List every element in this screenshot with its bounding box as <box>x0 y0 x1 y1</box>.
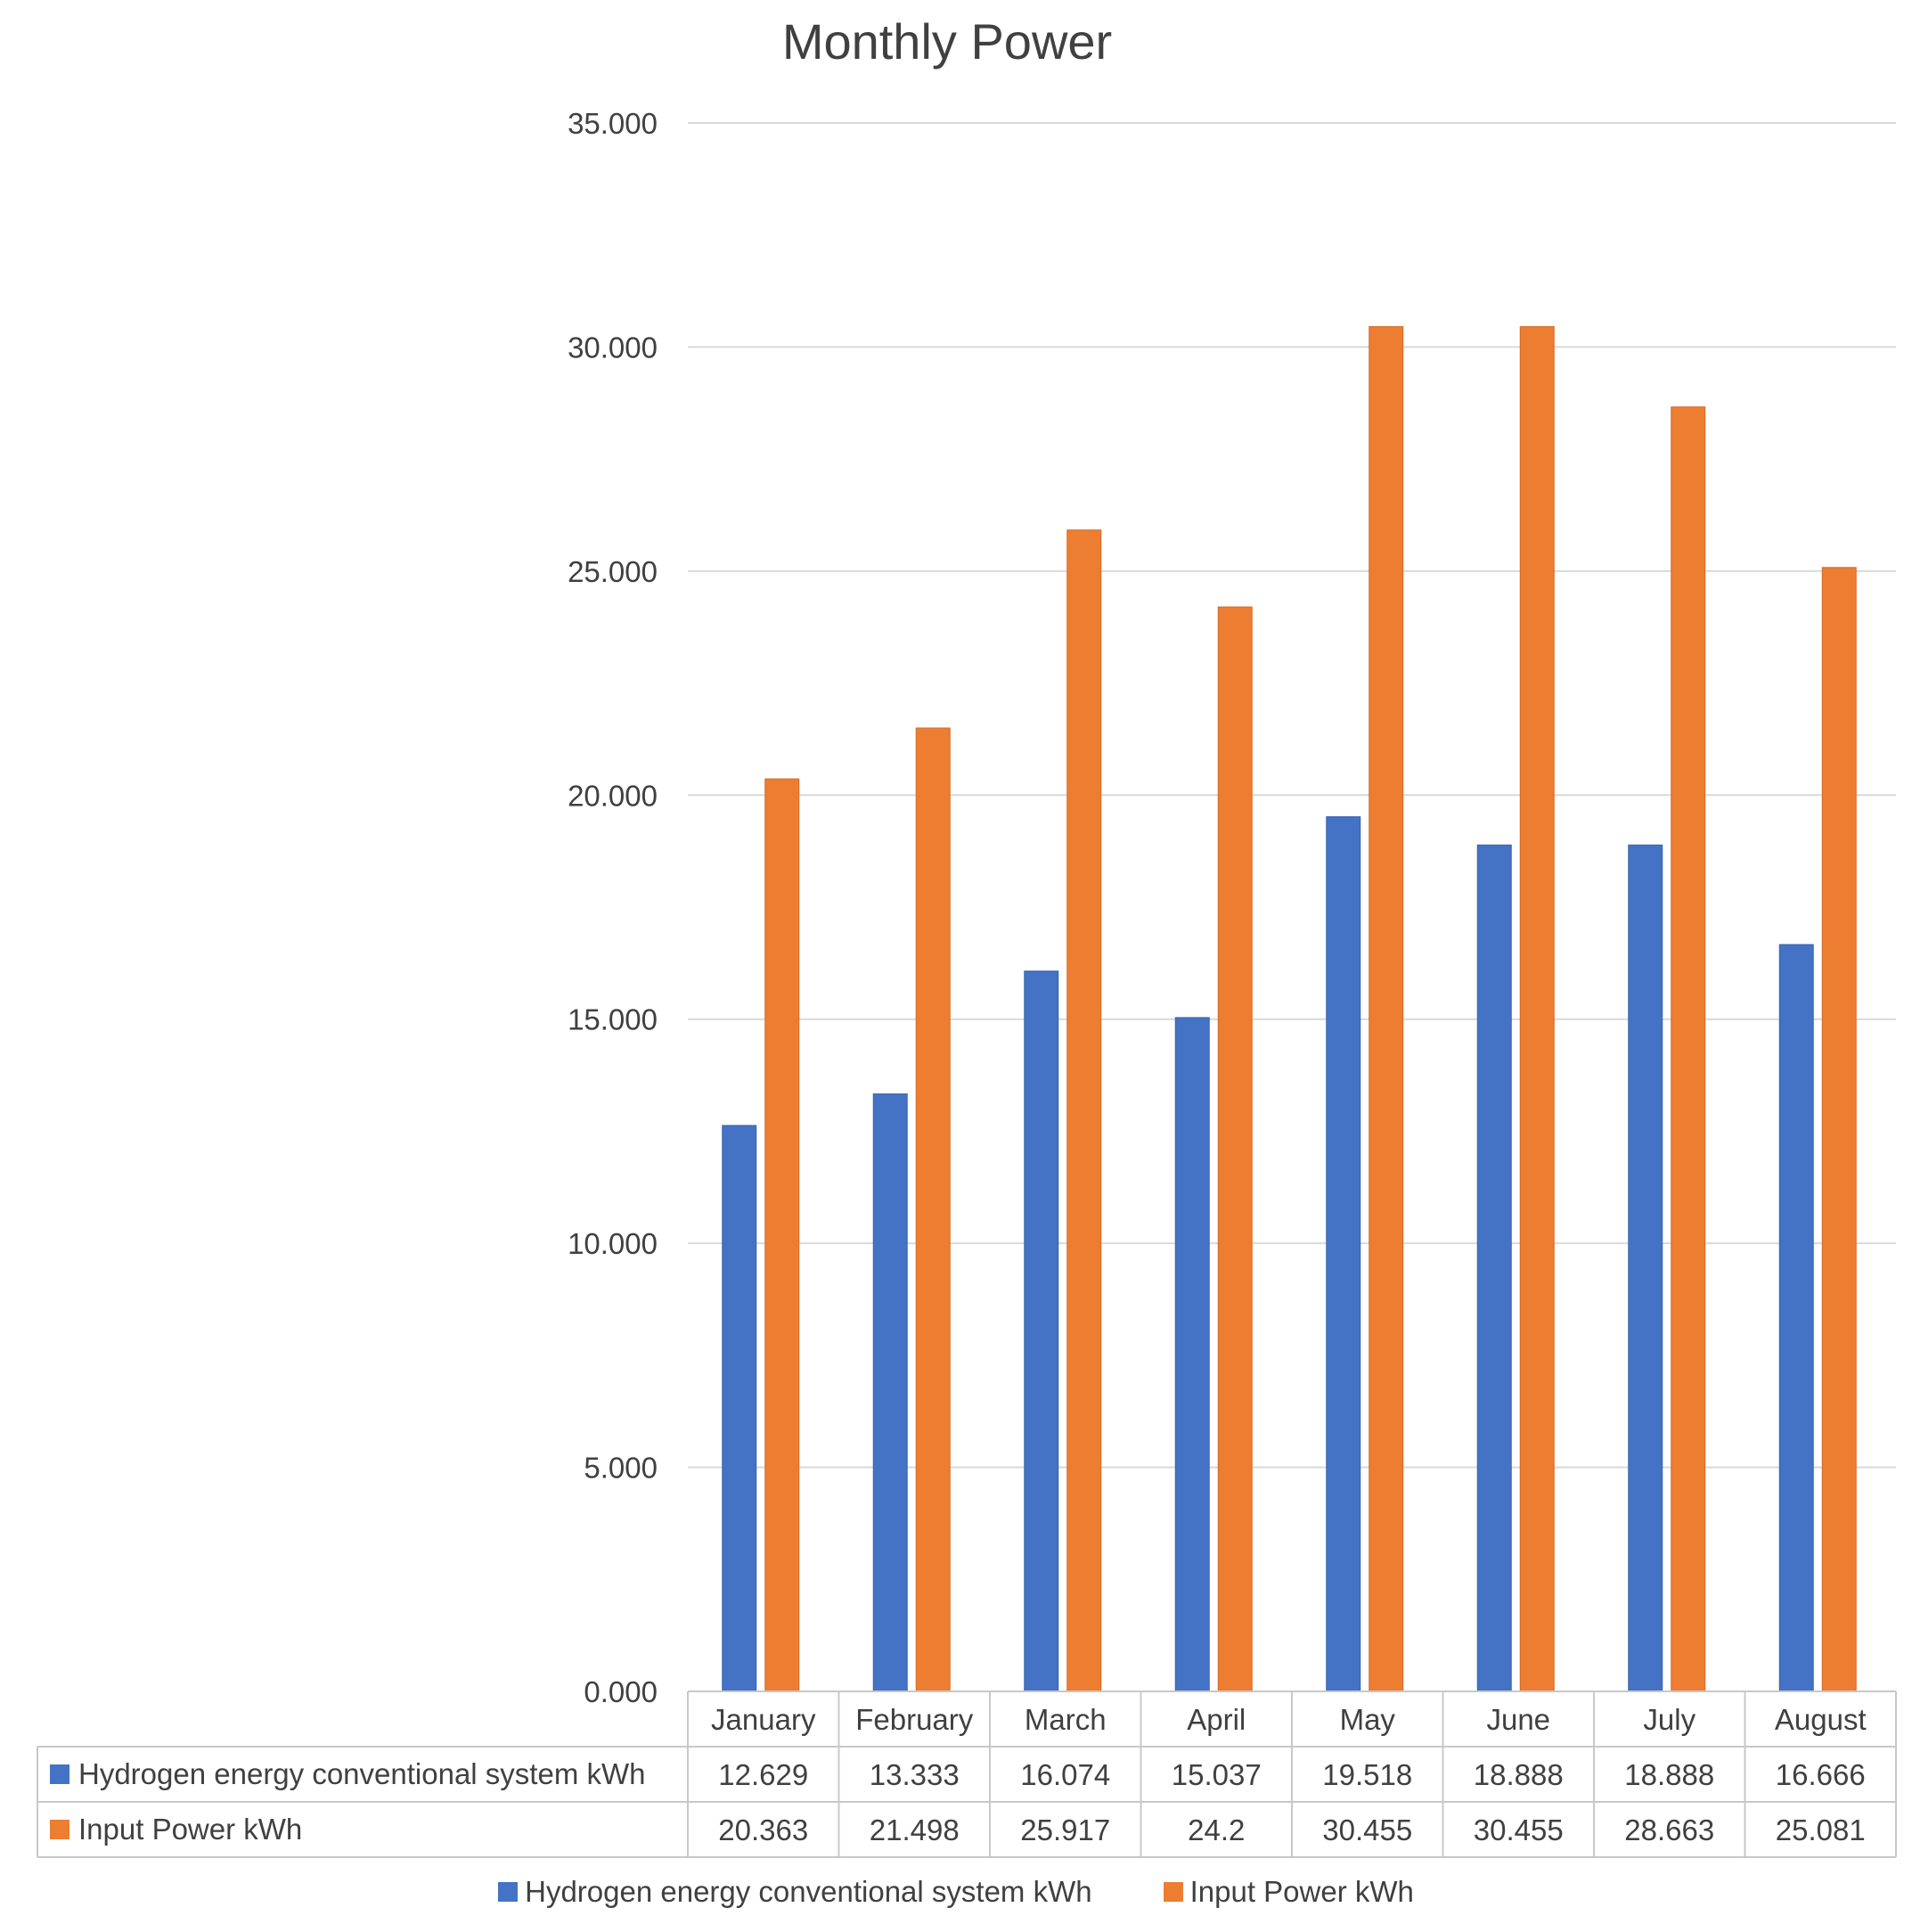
x-category-label: June <box>1486 1703 1550 1736</box>
bar <box>1217 606 1253 1692</box>
chart-legend: Hydrogen energy conventional system kWh … <box>0 1875 1912 1909</box>
x-category-label: January <box>711 1703 816 1736</box>
y-tick-label: 0.000 <box>584 1675 658 1708</box>
table-cell-value: 12.629 <box>718 1758 808 1791</box>
table-row-label: Input Power kWh <box>78 1813 302 1846</box>
y-tick-label: 20.000 <box>568 779 658 812</box>
bar <box>722 1125 757 1692</box>
table-legend-key <box>50 1820 69 1839</box>
bar <box>1778 944 1814 1692</box>
legend-item-hydrogen: Hydrogen energy conventional system kWh <box>498 1875 1092 1909</box>
y-tick-label: 30.000 <box>568 331 658 364</box>
x-category-label: May <box>1340 1703 1396 1736</box>
table-cell-value: 18.888 <box>1624 1758 1714 1791</box>
bar <box>1476 844 1512 1692</box>
bar <box>1519 326 1555 1692</box>
x-category-label: March <box>1025 1703 1107 1736</box>
x-category-label: July <box>1643 1703 1695 1736</box>
table-cell-value: 13.333 <box>870 1758 960 1791</box>
table-cell-value: 15.037 <box>1172 1758 1262 1791</box>
table-legend-key <box>50 1764 69 1784</box>
bar <box>1326 816 1361 1692</box>
bar <box>764 778 800 1692</box>
y-tick-label: 35.000 <box>568 107 658 140</box>
y-tick-label: 15.000 <box>568 1003 658 1036</box>
table-cell-value: 20.363 <box>718 1813 808 1846</box>
legend-swatch-hydrogen <box>498 1882 519 1902</box>
bar <box>1821 567 1857 1692</box>
table-cell-value: 19.518 <box>1322 1758 1412 1791</box>
table-cell-value: 25.081 <box>1776 1813 1866 1846</box>
x-category-label: August <box>1775 1703 1867 1736</box>
x-category-label: April <box>1187 1703 1246 1736</box>
y-tick-label: 25.000 <box>568 555 658 588</box>
table-cell-value: 16.074 <box>1020 1758 1110 1791</box>
bar <box>872 1093 908 1692</box>
table-cell-value: 30.455 <box>1474 1813 1564 1846</box>
table-cell-value: 28.663 <box>1624 1813 1714 1846</box>
table-cell-value: 16.666 <box>1776 1758 1866 1791</box>
table-cell-value: 21.498 <box>870 1813 960 1846</box>
y-tick-label: 5.000 <box>584 1452 658 1485</box>
bar <box>1174 1017 1210 1692</box>
y-tick-label: 10.000 <box>568 1227 658 1260</box>
legend-label-input-power: Input Power kWh <box>1189 1875 1414 1908</box>
chart-title: Monthly Power <box>0 12 1912 70</box>
bar <box>1628 844 1663 1692</box>
bar <box>1671 406 1706 1692</box>
table-row-label: Hydrogen energy conventional system kWh <box>78 1757 645 1790</box>
legend-item-input-power: Input Power kWh <box>1163 1875 1414 1909</box>
chart-title-text: Monthly Power <box>781 13 1113 70</box>
legend-label-hydrogen: Hydrogen energy conventional system kWh <box>525 1875 1092 1908</box>
bar <box>1369 326 1404 1692</box>
table-cell-value: 18.888 <box>1474 1758 1564 1791</box>
legend-swatch-input-power <box>1163 1882 1183 1902</box>
bar <box>1024 970 1059 1692</box>
table-cell-value: 25.917 <box>1020 1813 1110 1846</box>
bar <box>1066 529 1102 1692</box>
bar <box>915 727 951 1692</box>
table-cell-value: 30.455 <box>1322 1813 1412 1846</box>
x-category-label: February <box>855 1703 974 1736</box>
table-cell-value: 24.2 <box>1188 1813 1245 1846</box>
